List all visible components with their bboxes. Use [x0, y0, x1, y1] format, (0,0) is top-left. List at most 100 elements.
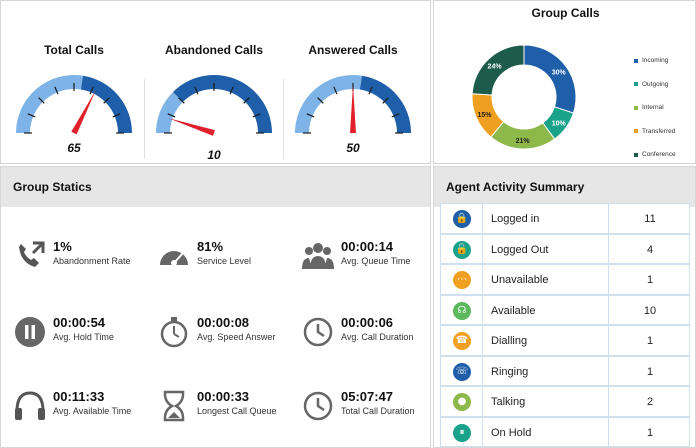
agent-status-label: Available: [483, 295, 609, 324]
stat-avg-queue-time: 00:00:14 Avg. Queue Time: [301, 235, 441, 275]
gauge-needle: [71, 90, 96, 135]
gauge-tick: [368, 86, 373, 95]
gauge-band-low: [16, 75, 84, 133]
gauge-tick: [38, 97, 45, 104]
agent-row-logged-in: 🔒 Logged in 11: [440, 203, 690, 234]
gauge-value: 50: [346, 141, 360, 155]
stat-avg-call-duration: 00:00:06 Avg. Call Duration: [301, 311, 441, 351]
stat-label: Avg. Speed Answer: [197, 332, 276, 342]
agent-status-label: Ringing: [483, 356, 609, 385]
agent-status-label: Logged Out: [483, 234, 609, 263]
gauge-needle: [350, 85, 356, 133]
dialling-icon: ☎: [453, 332, 471, 350]
divider: [144, 79, 145, 159]
donut-chart: 30% 10% 21% 15% 24%: [471, 44, 577, 150]
agent-row-ringing: ☏ Ringing 1: [440, 355, 690, 386]
gauge-band-high: [172, 75, 272, 133]
agent-row-dialling: ☎ Dialling 1: [440, 325, 690, 356]
icon-cell: ☏: [441, 356, 483, 385]
pause-icon: ⏸: [453, 423, 471, 442]
gauge-needle: [168, 118, 215, 136]
legend-swatch: [634, 58, 638, 63]
gauge-tick: [27, 113, 36, 118]
legend-label: Outgoing: [642, 80, 669, 88]
answered-calls-gauge: Answered Calls 50: [283, 1, 423, 165]
stat-label: Total Call Duration: [341, 406, 415, 416]
donut-slice-conference: [471, 44, 525, 96]
agent-row-talking: ● Talking 2: [440, 386, 690, 417]
gauge-value: 10: [207, 148, 221, 162]
agent-status-label: Unavailable: [483, 265, 609, 294]
gauge-band-low: [156, 91, 183, 133]
slice-label: 21%: [516, 138, 531, 145]
headset-icon: ☊: [453, 301, 471, 320]
section-title: Agent Activity Summary: [434, 167, 695, 207]
gauge-tick: [89, 86, 94, 95]
legend-item-incoming: Incoming: [634, 49, 676, 73]
icon-cell: ☎: [441, 326, 483, 355]
unlock-icon: 🔓: [453, 240, 471, 259]
abandoned-calls-gauge: Abandoned Calls 10: [144, 1, 284, 165]
legend-label: Transferred: [642, 127, 676, 135]
stat-avg-hold-time: 00:00:54 Avg. Hold Time: [13, 311, 153, 351]
clock-icon: [301, 389, 335, 423]
stat-value: 00:00:06: [341, 315, 394, 330]
agent-status-count: 1: [646, 274, 654, 286]
chart-title: Group Calls: [531, 6, 600, 20]
gauge-tick: [54, 86, 59, 95]
legend-label: Incoming: [642, 57, 669, 65]
gauge-dial: [156, 75, 272, 136]
stat-avg-available-time: 00:11:33 Avg. Available Time: [13, 385, 153, 425]
stat-avg-speed-answer: 00:00:08 Avg. Speed Answer: [157, 311, 297, 351]
chat-icon: ●: [453, 393, 471, 411]
stat-label: Abandonment Rate: [53, 256, 131, 266]
agent-row-logged-out: 🔓 Logged Out 4: [440, 233, 690, 264]
stat-label: Avg. Available Time: [53, 406, 132, 416]
agent-status-count: 1: [646, 365, 654, 378]
icon-cell: 🔒: [441, 204, 483, 233]
group-icon: [301, 239, 335, 273]
agent-row-on-hold: ⏸ On Hold 1: [440, 416, 690, 447]
gauge-tick: [167, 113, 176, 118]
icon-cell: ●: [441, 387, 483, 416]
hourglass-icon: [157, 389, 191, 423]
agent-status-count: 4: [646, 243, 654, 256]
stat-label: Avg. Call Duration: [341, 332, 414, 342]
gauge-dial: [16, 75, 132, 135]
slice-label: 24%: [488, 64, 503, 71]
more-icon: ⋯: [453, 271, 471, 289]
agent-status-label: Talking: [483, 387, 609, 416]
stat-label: Avg. Queue Time: [341, 256, 411, 266]
lock-icon: 🔒: [453, 210, 471, 228]
stat-value: 00:11:33: [53, 389, 105, 404]
agent-status-count: 2: [646, 396, 654, 408]
stat-value: 1%: [53, 239, 72, 254]
chart-legend: Incoming Outgoing Internal Transferred Confe…: [634, 49, 676, 167]
donut-slice-incoming: [523, 44, 577, 114]
slice-label: 30%: [552, 70, 567, 77]
group-statics-panel: Group Statics 1% Abandonment Rate 81% Servi…: [0, 166, 431, 448]
gauge-tick: [103, 97, 110, 104]
clock-icon: [301, 315, 335, 349]
gauge-tick: [333, 86, 338, 95]
gauge-dial: [295, 75, 411, 134]
gauge-tick: [317, 97, 324, 104]
pause-icon: [13, 315, 47, 349]
legend-label: Internal: [642, 104, 664, 112]
legend-item-conference: Conference: [634, 143, 676, 167]
headset-icon: [13, 389, 47, 423]
icon-cell: 🔓: [441, 234, 483, 263]
agent-row-unavailable: ⋯ Unavailable 1: [440, 264, 690, 295]
agent-status-label: On Hold: [483, 417, 609, 446]
gauge-title: Abandoned Calls: [164, 43, 263, 57]
gauge-tick: [391, 113, 400, 118]
gauge-title: Answered Calls: [308, 43, 398, 57]
slice-label: 15%: [478, 112, 493, 119]
legend-item-internal: Internal: [634, 96, 676, 120]
gauge-tick: [243, 97, 250, 104]
agent-status-label: Logged in: [483, 204, 609, 233]
agent-status-count: 11: [644, 213, 656, 225]
stat-value: 81%: [197, 239, 224, 254]
group-calls-panel: Group Calls 30% 10% 21% 15% 24% Incoming Outg…: [433, 0, 696, 164]
legend-swatch: [634, 152, 638, 157]
